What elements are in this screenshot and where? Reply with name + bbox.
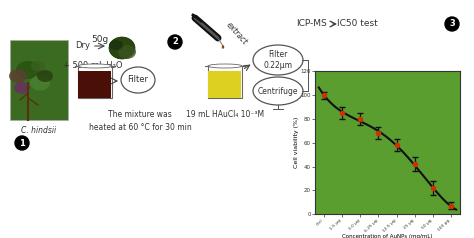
Text: 19 mL HAuCl₄ 10⁻³M: 19 mL HAuCl₄ 10⁻³M: [186, 110, 264, 119]
Text: Dry: Dry: [75, 40, 91, 50]
Ellipse shape: [253, 45, 303, 75]
Ellipse shape: [222, 45, 224, 49]
Text: C. hindsii: C. hindsii: [21, 126, 56, 135]
Ellipse shape: [31, 61, 45, 71]
FancyBboxPatch shape: [208, 66, 242, 98]
Ellipse shape: [253, 77, 303, 105]
FancyBboxPatch shape: [209, 71, 241, 98]
Ellipse shape: [14, 82, 30, 94]
Ellipse shape: [109, 37, 135, 59]
Text: The mixture was
heated at 60 °C for 30 min: The mixture was heated at 60 °C for 30 m…: [89, 110, 191, 132]
Circle shape: [445, 17, 459, 31]
Ellipse shape: [121, 67, 155, 93]
Text: Filter
0.22μm: Filter 0.22μm: [264, 50, 292, 70]
FancyBboxPatch shape: [79, 71, 111, 98]
Text: Filter: Filter: [128, 75, 148, 84]
Text: + 500 mL H₂O: + 500 mL H₂O: [63, 61, 123, 70]
Text: 50g: 50g: [91, 35, 109, 44]
Ellipse shape: [208, 64, 242, 68]
Circle shape: [15, 136, 29, 150]
Ellipse shape: [16, 61, 40, 79]
X-axis label: Concentration of AuNPs (mg/mL): Concentration of AuNPs (mg/mL): [342, 234, 433, 238]
Text: ICP-MS: ICP-MS: [297, 20, 328, 29]
Text: extract: extract: [224, 20, 249, 46]
Text: 1: 1: [19, 139, 25, 148]
Ellipse shape: [118, 45, 136, 59]
Ellipse shape: [109, 40, 123, 50]
Text: Centrifuge: Centrifuge: [258, 86, 298, 95]
Text: IC50 test: IC50 test: [337, 20, 377, 29]
Ellipse shape: [78, 64, 112, 68]
Ellipse shape: [9, 69, 27, 83]
Y-axis label: Cell viability (%): Cell viability (%): [294, 117, 299, 169]
Text: 3: 3: [449, 20, 455, 29]
Circle shape: [168, 35, 182, 49]
Ellipse shape: [30, 75, 50, 90]
Ellipse shape: [37, 70, 53, 82]
Text: 2: 2: [172, 38, 178, 46]
FancyBboxPatch shape: [78, 66, 112, 98]
FancyBboxPatch shape: [10, 40, 68, 120]
